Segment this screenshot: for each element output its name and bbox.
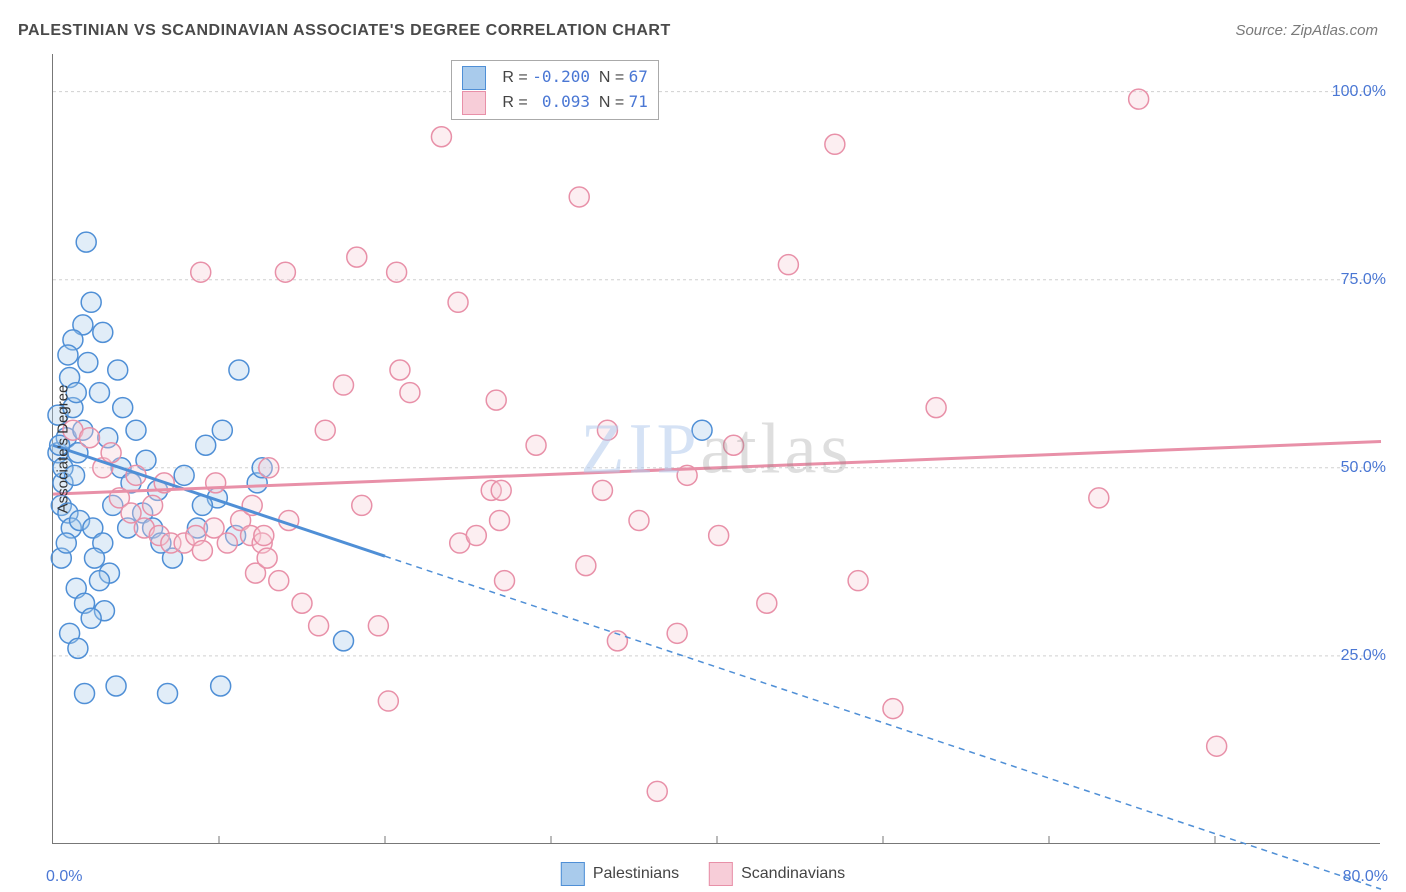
legend-item: Scandinavians xyxy=(709,862,845,886)
data-point xyxy=(80,428,100,448)
data-point xyxy=(106,676,126,696)
data-point xyxy=(58,345,78,365)
data-point xyxy=(724,435,744,455)
data-point xyxy=(491,480,511,500)
data-point xyxy=(368,616,388,636)
data-point xyxy=(113,398,133,418)
data-point xyxy=(486,390,506,410)
data-point xyxy=(192,541,212,561)
data-point xyxy=(778,255,798,275)
chart-title: PALESTINIAN VS SCANDINAVIAN ASSOCIATE'S … xyxy=(18,22,671,40)
data-point xyxy=(448,292,468,312)
data-point xyxy=(229,360,249,380)
data-point xyxy=(597,420,617,440)
plot-svg xyxy=(53,54,1381,844)
data-point xyxy=(667,623,687,643)
series-legend: Palestinians Scandinavians xyxy=(561,862,845,886)
data-point xyxy=(592,480,612,500)
data-point xyxy=(490,510,510,530)
data-point xyxy=(1207,736,1227,756)
y-tick-label: 50.0% xyxy=(1341,459,1386,477)
legend-swatch xyxy=(462,66,486,90)
data-point xyxy=(883,699,903,719)
scatter-plot: ZIPatlas Associate's Degree R = -0.200 N… xyxy=(52,54,1380,844)
legend-swatch xyxy=(561,862,585,886)
data-point xyxy=(68,638,88,658)
data-point xyxy=(89,571,109,591)
data-point xyxy=(206,473,226,493)
data-point xyxy=(1089,488,1109,508)
data-point xyxy=(387,262,407,282)
data-point xyxy=(254,526,274,546)
data-point xyxy=(101,443,121,463)
data-point xyxy=(211,676,231,696)
data-point xyxy=(89,383,109,403)
data-point xyxy=(431,127,451,147)
legend-swatch xyxy=(462,91,486,115)
source-attribution: Source: ZipAtlas.com xyxy=(1235,22,1378,39)
data-point xyxy=(217,533,237,553)
data-point xyxy=(81,292,101,312)
data-point xyxy=(526,435,546,455)
legend-item: Palestinians xyxy=(561,862,679,886)
data-point xyxy=(848,571,868,591)
data-point xyxy=(400,383,420,403)
data-point xyxy=(75,684,95,704)
stats-row: R = -0.200 N = 67 xyxy=(462,65,648,90)
data-point xyxy=(647,781,667,801)
data-point xyxy=(466,526,486,546)
data-point xyxy=(315,420,335,440)
data-point xyxy=(275,262,295,282)
data-point xyxy=(78,352,98,372)
data-point xyxy=(191,262,211,282)
data-point xyxy=(126,420,146,440)
data-point xyxy=(174,465,194,485)
data-point xyxy=(692,420,712,440)
x-axis-max-label: 80.0% xyxy=(1343,868,1388,886)
data-point xyxy=(212,420,232,440)
data-point xyxy=(352,495,372,515)
y-axis-label: Associate's Degree xyxy=(55,384,72,513)
data-point xyxy=(926,398,946,418)
y-tick-label: 75.0% xyxy=(1341,271,1386,289)
data-point xyxy=(257,548,277,568)
data-point xyxy=(495,571,515,591)
data-point xyxy=(569,187,589,207)
data-point xyxy=(309,616,329,636)
stats-row: R = 0.093 N = 71 xyxy=(462,90,648,115)
y-tick-label: 25.0% xyxy=(1341,647,1386,665)
data-point xyxy=(378,691,398,711)
data-point xyxy=(76,232,96,252)
data-point xyxy=(757,593,777,613)
data-point xyxy=(108,360,128,380)
data-point xyxy=(85,548,105,568)
data-point xyxy=(390,360,410,380)
data-point xyxy=(709,526,729,546)
data-point xyxy=(259,458,279,478)
data-point xyxy=(56,533,76,553)
data-point xyxy=(196,435,216,455)
x-axis-origin-label: 0.0% xyxy=(46,868,82,886)
data-point xyxy=(269,571,289,591)
data-point xyxy=(81,608,101,628)
data-point xyxy=(158,684,178,704)
data-point xyxy=(334,631,354,651)
data-point xyxy=(629,510,649,530)
data-point xyxy=(334,375,354,395)
data-point xyxy=(825,134,845,154)
data-point xyxy=(292,593,312,613)
data-point xyxy=(347,247,367,267)
stats-legend: R = -0.200 N = 67R = 0.093 N = 71 xyxy=(451,60,659,120)
data-point xyxy=(1129,89,1149,109)
data-point xyxy=(143,495,163,515)
data-point xyxy=(93,322,113,342)
legend-swatch xyxy=(709,862,733,886)
data-point xyxy=(576,556,596,576)
y-tick-label: 100.0% xyxy=(1332,83,1386,101)
